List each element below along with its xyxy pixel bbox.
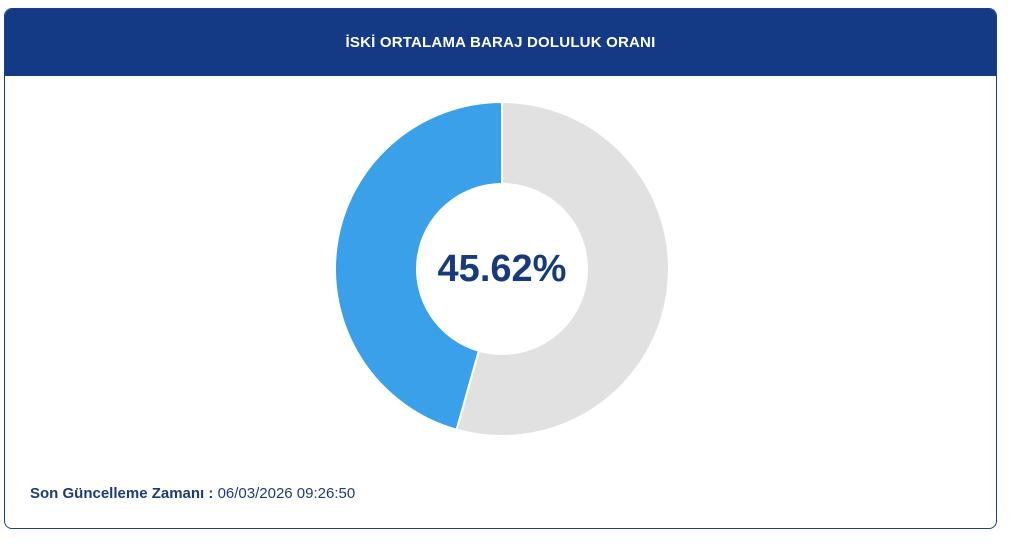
donut-center-value: 45.62% bbox=[437, 247, 567, 290]
chart-area: 45.62% bbox=[5, 76, 996, 456]
donut-chart bbox=[334, 100, 670, 437]
last-updated-label: Son Güncelleme Zamanı bbox=[30, 485, 205, 502]
card-title: İSKİ ORTALAMA BARAJ DOLULUK ORANI bbox=[345, 34, 656, 51]
donut-slice-empty bbox=[455, 100, 670, 437]
last-updated-value: 06/03/2026 09:26:50 bbox=[217, 485, 356, 502]
dam-fill-card: İSKİ ORTALAMA BARAJ DOLULUK ORANI 45.62%… bbox=[4, 8, 997, 529]
last-updated: Son Güncelleme Zamanı : 06/03/2026 09:26… bbox=[30, 485, 355, 502]
last-updated-separator: : bbox=[204, 485, 218, 502]
donut-slice-filled bbox=[334, 100, 503, 431]
card-header: İSKİ ORTALAMA BARAJ DOLULUK ORANI bbox=[5, 9, 996, 76]
